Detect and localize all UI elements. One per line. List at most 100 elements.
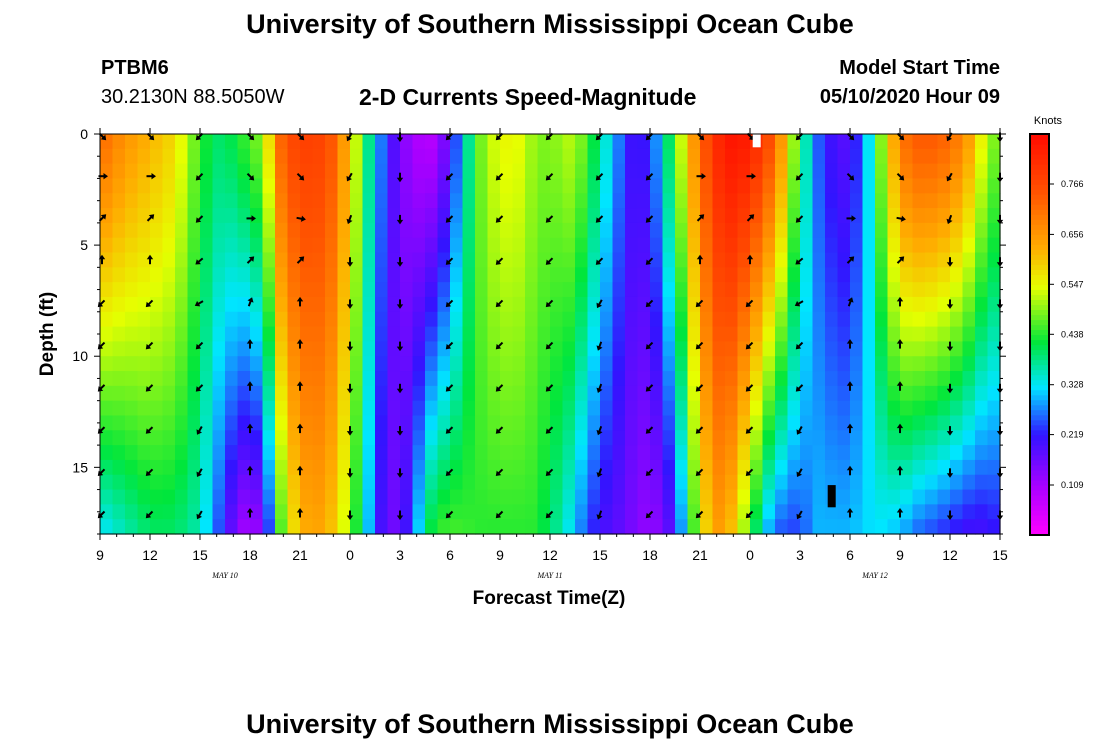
heatmap-cell xyxy=(637,356,651,372)
heatmap-cell xyxy=(450,178,464,194)
heatmap-cell xyxy=(337,356,351,372)
heatmap-cell xyxy=(800,326,814,342)
heatmap-cell xyxy=(137,296,151,313)
heatmap-cell xyxy=(687,282,701,298)
heatmap-cell xyxy=(937,371,951,387)
heatmap-cell xyxy=(812,341,826,357)
heatmap-cell xyxy=(162,489,176,505)
heatmap-cell xyxy=(125,222,139,239)
heatmap-cell xyxy=(200,445,214,461)
heatmap-cell xyxy=(462,237,476,254)
heatmap-cell xyxy=(762,208,776,224)
heatmap-cell xyxy=(912,415,926,431)
colorbar-segment xyxy=(1030,364,1049,371)
heatmap-cell xyxy=(687,134,701,150)
heatmap-cell xyxy=(187,178,201,194)
heatmap-cell xyxy=(300,459,314,476)
heatmap-cell xyxy=(750,504,764,520)
heatmap-cell xyxy=(475,371,489,387)
colorbar-segment xyxy=(1030,529,1049,536)
heatmap-cell xyxy=(812,252,826,268)
heatmap-cell xyxy=(650,163,664,180)
heatmap-cell xyxy=(937,489,951,505)
heatmap-cell xyxy=(387,400,401,417)
heatmap-cell xyxy=(575,252,589,268)
heatmap-cell xyxy=(337,267,351,283)
heatmap-cell xyxy=(662,222,676,239)
heatmap-cell xyxy=(287,208,301,224)
heatmap-cell xyxy=(850,356,864,372)
heatmap-cell xyxy=(400,311,414,328)
heatmap-cell xyxy=(825,311,839,328)
heatmap-cell xyxy=(387,489,401,505)
heatmap-cell xyxy=(925,282,939,298)
heatmap-cell xyxy=(250,193,264,209)
heatmap-cell xyxy=(162,193,176,209)
heatmap-cell xyxy=(175,282,189,298)
heatmap-cell xyxy=(325,385,339,402)
heatmap-cell xyxy=(162,341,176,357)
heatmap-cell xyxy=(312,267,326,283)
heatmap-cell xyxy=(875,459,889,476)
current-vector xyxy=(246,508,254,518)
heatmap-cell xyxy=(300,504,314,520)
heatmap-cell xyxy=(162,326,176,342)
colorbar-segment xyxy=(1030,179,1049,185)
heatmap-cell xyxy=(737,445,751,461)
heatmap-cell xyxy=(650,489,664,505)
heatmap-cell xyxy=(175,445,189,461)
heatmap-cell xyxy=(337,222,351,239)
heatmap-cell xyxy=(600,267,614,283)
heatmap-cell xyxy=(687,267,701,283)
heatmap-cell xyxy=(862,178,876,194)
heatmap-cell xyxy=(800,445,814,461)
heatmap-cell xyxy=(887,148,901,165)
heatmap-cell xyxy=(637,445,651,461)
heatmap-cell xyxy=(650,193,664,209)
heatmap-cell xyxy=(687,222,701,239)
heatmap-cell xyxy=(987,341,1001,357)
heatmap-cell xyxy=(175,222,189,239)
heatmap-cell xyxy=(125,148,139,165)
heatmap-cell xyxy=(975,208,989,224)
current-vector xyxy=(346,214,353,225)
station-id: PTBM6 xyxy=(101,57,169,79)
heatmap-cell xyxy=(250,415,264,431)
heatmap-cell xyxy=(425,178,439,194)
heatmap-cell xyxy=(387,237,401,254)
heatmap-cell xyxy=(462,341,476,357)
heatmap-cell xyxy=(650,237,664,254)
heatmap-cell xyxy=(787,400,801,417)
current-vector xyxy=(745,468,754,476)
heatmap-cell xyxy=(100,341,114,357)
heatmap-cell xyxy=(700,296,714,313)
heatmap-cell xyxy=(287,445,301,461)
heatmap-cell xyxy=(175,385,189,402)
heatmap-cell xyxy=(725,178,739,194)
heatmap-cell xyxy=(112,178,126,194)
heatmap-cell xyxy=(175,430,189,446)
heatmap-cell xyxy=(537,222,551,239)
heatmap-cell xyxy=(387,326,401,342)
heatmap-cell xyxy=(575,193,589,209)
heatmap-cell xyxy=(525,445,539,461)
heatmap-cell xyxy=(150,445,164,461)
heatmap-cell xyxy=(812,474,826,491)
colorbar-segment xyxy=(1030,419,1049,426)
heatmap-cell xyxy=(350,400,364,417)
heatmap-cell xyxy=(362,282,376,298)
colorbar-segment xyxy=(1030,409,1049,416)
heatmap-cell xyxy=(312,134,326,150)
heatmap-cell xyxy=(212,326,226,342)
heatmap-cell xyxy=(750,445,764,461)
current-vectors xyxy=(97,132,1004,520)
heatmap-cell xyxy=(812,430,826,446)
heatmap-cell xyxy=(662,282,676,298)
heatmap-cell xyxy=(800,208,814,224)
heatmap-cell xyxy=(875,267,889,283)
heatmap-cell xyxy=(462,208,476,224)
heatmap-cell xyxy=(912,519,926,535)
heatmap-cell xyxy=(337,445,351,461)
heatmap-cell xyxy=(800,252,814,268)
heatmap-cell xyxy=(287,519,301,535)
